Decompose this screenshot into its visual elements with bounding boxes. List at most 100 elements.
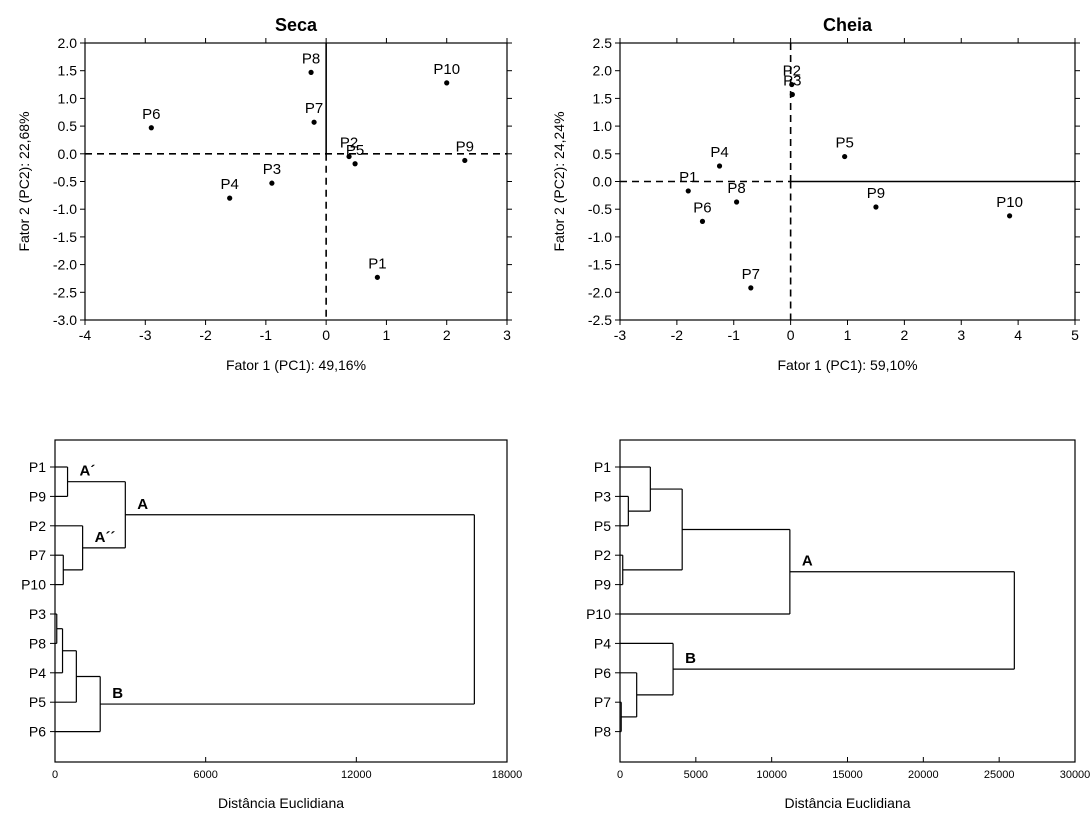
data-point-p8 bbox=[308, 69, 314, 75]
x-tick-label: 3 bbox=[503, 327, 511, 343]
x-tick-label: -2 bbox=[199, 327, 212, 343]
y-tick-label: 0.5 bbox=[593, 146, 613, 162]
data-point-p7 bbox=[311, 119, 317, 125]
point-label-p9: P9 bbox=[456, 138, 474, 155]
leaf-label-p1: P1 bbox=[594, 459, 611, 475]
leaf-label-p9: P9 bbox=[29, 488, 46, 504]
chart-title: Cheia bbox=[823, 15, 873, 35]
y-tick-label: -1.0 bbox=[588, 229, 612, 245]
x-tick-label: 5000 bbox=[684, 769, 708, 781]
point-label-p2: P2 bbox=[340, 135, 358, 152]
x-tick-label: 1 bbox=[383, 327, 391, 343]
point-label-p3: P3 bbox=[783, 73, 801, 90]
x-tick-label: 20000 bbox=[908, 769, 939, 781]
y-tick-label: 1.5 bbox=[593, 90, 613, 106]
point-label-p6: P6 bbox=[142, 106, 160, 123]
data-point-p3 bbox=[269, 180, 275, 186]
data-point-p2 bbox=[346, 153, 352, 160]
data-point-p9 bbox=[873, 204, 879, 210]
y-axis-label: Fator 2 (PC2): 24,24% bbox=[551, 111, 567, 251]
pca-plot-cheia: Cheia -3 -2 -1 0 1 2 3 4 5 2.5 2.0 1.5 1.0 0.5 0.0 -0.5 -… bbox=[551, 15, 1080, 373]
data-point-p4 bbox=[716, 163, 723, 169]
x-axis-label: Distância Euclidiana bbox=[218, 795, 344, 811]
y-tick-label: -0.5 bbox=[588, 201, 612, 217]
cluster-label: A´ bbox=[80, 463, 96, 480]
leaf-label-p5: P5 bbox=[594, 518, 611, 534]
x-tick-label: 2 bbox=[443, 327, 451, 343]
dendrogram-plot: 0 6000 12000 18000 P1 P9 P2 P7 P10 P3 P8 P4 P5 P6 A´ A´… bbox=[21, 439, 523, 811]
x-tick-label: -3 bbox=[139, 327, 152, 343]
x-tick-label: 1 bbox=[844, 327, 852, 343]
leaf-label-p6: P6 bbox=[29, 724, 46, 740]
point-label-p5: P5 bbox=[346, 142, 364, 159]
y-tick-label: -0.5 bbox=[53, 174, 77, 190]
leaf-label-p7: P7 bbox=[594, 694, 611, 710]
data-point-p6 bbox=[699, 218, 706, 224]
y-tick-label: -1.5 bbox=[588, 257, 612, 273]
pca-plot-seca: Seca -4 -3 -2 -1 0 1 2 3 2.0 1.5 1.0 0.5 0.0 -0.5 -1.0 -… bbox=[16, 15, 512, 373]
x-tick-label: 25000 bbox=[984, 769, 1015, 781]
point-label-p4: P4 bbox=[710, 144, 728, 161]
x-tick-label: 0 bbox=[617, 769, 623, 781]
point-label-p7: P7 bbox=[742, 266, 760, 283]
data-point-p8 bbox=[733, 199, 740, 205]
point-label-p4: P4 bbox=[221, 176, 239, 193]
y-tick-label: -3.0 bbox=[53, 312, 77, 328]
y-tick-label: -2.0 bbox=[588, 284, 612, 300]
x-tick-label: 4 bbox=[1014, 327, 1022, 343]
y-tick-label: -2.0 bbox=[53, 257, 77, 273]
data-point-p7 bbox=[748, 285, 754, 291]
y-tick-label: 2.0 bbox=[58, 35, 78, 51]
y-tick-label: 0.5 bbox=[58, 118, 78, 134]
leaf-label-p2: P2 bbox=[29, 518, 46, 534]
cluster-label: B bbox=[112, 685, 123, 702]
leaf-label-p8: P8 bbox=[594, 724, 611, 740]
x-tick-label: 6000 bbox=[193, 769, 217, 781]
plot-frame bbox=[54, 439, 508, 763]
leaf-label-p8: P8 bbox=[29, 635, 46, 651]
y-tick-label: 2.0 bbox=[593, 63, 613, 79]
data-point-p1 bbox=[685, 188, 691, 194]
point-label-p8: P8 bbox=[727, 180, 745, 197]
point-label-p9: P9 bbox=[867, 185, 885, 202]
leaf-label-p3: P3 bbox=[594, 488, 611, 504]
data-point-p10 bbox=[1006, 213, 1013, 219]
x-tick-label: 3 bbox=[957, 327, 965, 343]
point-label-p2: P2 bbox=[783, 63, 801, 80]
y-tick-label: -2.5 bbox=[53, 284, 77, 300]
leaf-label-p4: P4 bbox=[594, 635, 611, 651]
point-label-p10: P10 bbox=[433, 61, 460, 78]
leaf-label-p7: P7 bbox=[29, 547, 46, 563]
x-tick-label: 15000 bbox=[832, 769, 863, 781]
leaf-label-p10: P10 bbox=[586, 606, 611, 622]
data-point-p5 bbox=[352, 161, 358, 167]
leaf-label-p6: P6 bbox=[594, 665, 611, 681]
data-point-p3 bbox=[789, 91, 795, 98]
leaf-label-p2: P2 bbox=[594, 547, 611, 563]
point-label-p1: P1 bbox=[368, 255, 386, 272]
x-tick-label: -2 bbox=[671, 327, 684, 343]
leaf-label-p10: P10 bbox=[21, 577, 46, 593]
x-tick-label: 30000 bbox=[1060, 769, 1091, 781]
data-point-p6 bbox=[148, 125, 154, 131]
chart-title: Seca bbox=[275, 15, 318, 35]
point-label-p7: P7 bbox=[305, 100, 323, 117]
data-point-p4 bbox=[227, 195, 233, 201]
leaf-label-p3: P3 bbox=[29, 606, 46, 622]
x-tick-label: 18000 bbox=[492, 769, 523, 781]
leaf-label-p1: P1 bbox=[29, 459, 46, 475]
point-label-p5: P5 bbox=[835, 135, 853, 152]
point-label-p3: P3 bbox=[263, 161, 281, 178]
cluster-label: A bbox=[137, 496, 148, 513]
plot-frame bbox=[619, 439, 1076, 763]
data-point-p9 bbox=[462, 157, 468, 164]
point-label-p10: P10 bbox=[996, 194, 1023, 211]
x-tick-label: 12000 bbox=[341, 769, 372, 781]
x-tick-label: -1 bbox=[260, 327, 273, 343]
leaf-label-p4: P4 bbox=[29, 665, 46, 681]
x-tick-label: 10000 bbox=[756, 769, 787, 781]
x-tick-label: -1 bbox=[728, 327, 741, 343]
leaf-label-p9: P9 bbox=[594, 577, 611, 593]
x-axis-label: Distância Euclidiana bbox=[784, 795, 910, 811]
